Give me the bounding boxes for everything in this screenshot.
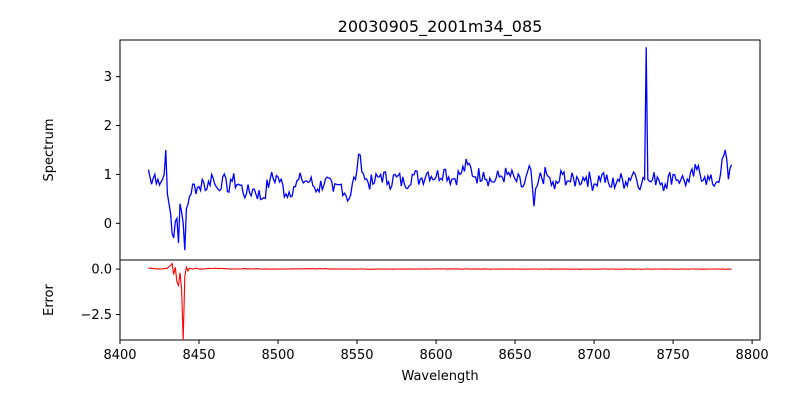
x-tick-label: 8800 [736,348,769,363]
error-line [148,262,732,341]
spectrum-y-axis-label: Spectrum [42,119,57,182]
spectrum-plot-area [119,39,761,261]
error-y-ticks: 0.0 −2.5 [80,263,120,323]
error-y-tick-label: 0.0 [91,263,112,278]
x-axis-label: Wavelength [401,369,478,384]
x-tick-label: 8450 [182,348,215,363]
error-plot-area [119,259,761,341]
x-tick-label: 8400 [103,348,136,363]
x-tick-label: 8500 [261,348,294,363]
error-y-tick-label: −2.5 [80,308,112,323]
spectrum-y-ticks: 0 1 2 3 [104,70,120,232]
x-tick-label: 8550 [340,348,373,363]
x-tick-label: 8600 [420,348,453,363]
x-tick-label: 8750 [657,348,690,363]
spectrum-y-tick-label: 0 [104,217,112,232]
x-tick-label: 8700 [578,348,611,363]
spectrum-y-tick-label: 3 [104,70,112,85]
spectrum-line [147,47,733,251]
chart-title: 20030905_2001m34_085 [338,17,543,37]
x-axis-ticks: 8400 8450 8500 8550 8600 8650 8700 8750 8800 [103,340,769,363]
x-tick-label: 8650 [499,348,532,363]
spectrum-y-tick-label: 1 [104,168,112,183]
spectrum-y-tick-label: 2 [104,119,112,134]
error-y-axis-label: Error [42,284,57,316]
